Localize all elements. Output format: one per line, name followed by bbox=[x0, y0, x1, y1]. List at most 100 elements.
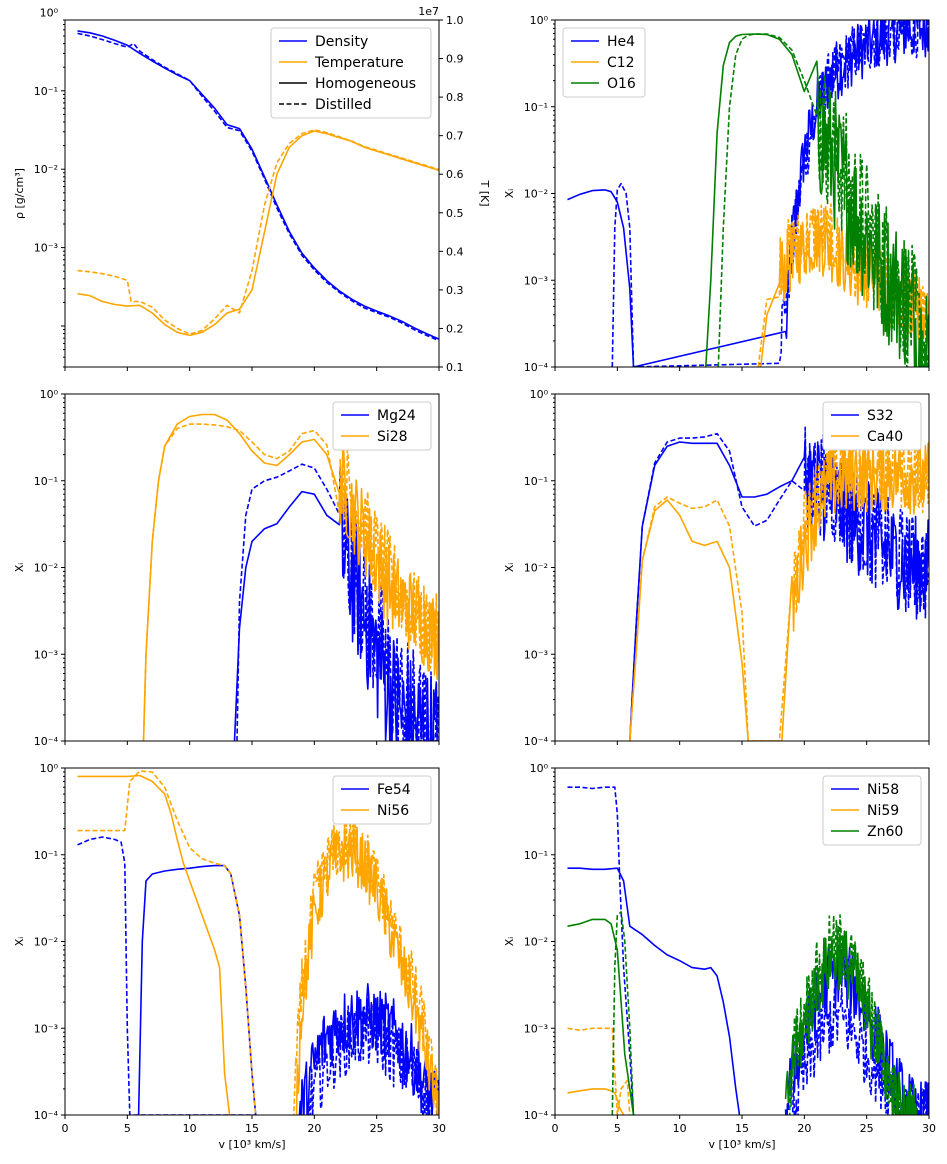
legend: S32 Ca40 bbox=[822, 401, 922, 451]
series-ni56-distilled-outer bbox=[293, 813, 439, 1115]
panels: 10⁻³ 10⁻² 10⁻¹ 10⁰ ρ [g/cm³] 0.1 0.2 0.3 0.4 0.5 0… bbox=[13, 5, 936, 1151]
x-tick-label: 20 bbox=[307, 1122, 321, 1135]
y-tick-label: 10⁻² bbox=[34, 163, 58, 176]
legend-label: S32 bbox=[867, 408, 894, 424]
legend-label: C12 bbox=[607, 55, 635, 71]
legend-label: Mg24 bbox=[377, 408, 416, 424]
panel-p1: 10⁻⁴ 10⁻³ 10⁻² 10⁻¹ 10⁰ Xᵢ He4 C12 O16 bbox=[503, 14, 930, 374]
legend-box bbox=[270, 27, 432, 119]
legend-box bbox=[332, 401, 432, 451]
series-fe54-homogeneous-outer bbox=[298, 983, 439, 1115]
legend: He4 C12 O16 bbox=[562, 27, 646, 98]
y-tick-label: 10⁻⁴ bbox=[524, 1109, 549, 1122]
series-group bbox=[567, 786, 929, 1115]
panel-p5: 0 5 10 15 20 25 30 v [10³ km/s] 10⁻⁴ 10⁻³ 10⁻² 10⁻¹… bbox=[503, 762, 936, 1151]
y-tick-label: 10⁻¹ bbox=[524, 475, 548, 488]
x-tick-label: 15 bbox=[735, 1122, 749, 1135]
legend-box bbox=[822, 401, 922, 451]
series-zn60-distilled-outer bbox=[788, 914, 905, 1115]
y-axis-label: ρ [g/cm³] bbox=[13, 168, 26, 219]
y-axis-label: Xᵢ bbox=[13, 563, 26, 573]
series-zn60-distilled bbox=[611, 911, 635, 1115]
series-group bbox=[77, 770, 439, 1115]
x-tick-label: 25 bbox=[370, 1122, 384, 1135]
series-o16-distilled bbox=[717, 33, 929, 367]
y-tick-label: 10⁰ bbox=[40, 6, 59, 19]
legend-label: Density bbox=[315, 34, 368, 50]
y-tick-label: 10⁻¹ bbox=[34, 85, 58, 98]
x-tick-label: 15 bbox=[245, 1122, 259, 1135]
y-tick-label: 10⁻² bbox=[34, 936, 58, 949]
x-tick-label: 10 bbox=[673, 1122, 687, 1135]
legend-label: Ca40 bbox=[867, 429, 903, 445]
x-axis-label: v [10³ km/s] bbox=[708, 1138, 775, 1151]
series-ni58-distilled bbox=[567, 786, 635, 1115]
y-tick-label: 10⁰ bbox=[40, 388, 59, 401]
legend: Density Temperature Homogeneous Distilled bbox=[270, 27, 432, 119]
y-tick-label: 10⁰ bbox=[530, 762, 549, 775]
y-axis-label: Xᵢ bbox=[13, 937, 26, 947]
x-tick-label: 20 bbox=[797, 1122, 811, 1135]
legend-label: Homogeneous bbox=[315, 76, 416, 92]
legend-label: O16 bbox=[607, 76, 636, 92]
y-tick-label: 10⁻³ bbox=[34, 242, 58, 255]
legend: Fe54 Ni56 bbox=[332, 775, 432, 825]
y-tick-label: 10⁻³ bbox=[34, 1022, 58, 1035]
legend-label: Ni59 bbox=[867, 803, 899, 819]
series-he4-distilled bbox=[611, 20, 929, 367]
legend-box bbox=[562, 27, 646, 98]
legend-label: Zn60 bbox=[867, 824, 903, 840]
y2-tick-label: 0.5 bbox=[446, 207, 464, 220]
series-zn60-homogeneous bbox=[567, 918, 635, 1115]
y-tick-label: 10⁻⁴ bbox=[524, 361, 549, 374]
panel-p0: 10⁻³ 10⁻² 10⁻¹ 10⁰ ρ [g/cm³] 0.1 0.2 0.3 0.4 0.5 0… bbox=[13, 5, 491, 374]
y-tick-label: 10⁻³ bbox=[524, 1022, 548, 1035]
y2-tick-label: 0.6 bbox=[446, 168, 464, 181]
legend-box bbox=[332, 775, 432, 825]
series-ni58-homogeneous bbox=[567, 867, 741, 1115]
y-tick-label: 10⁻⁴ bbox=[34, 735, 59, 748]
series-group bbox=[142, 413, 439, 741]
y2-axis-label: T [K] bbox=[478, 179, 491, 206]
series-ni58-distilled-outer bbox=[791, 986, 929, 1115]
y-tick-label: 10⁰ bbox=[40, 762, 59, 775]
series-ni59-homogeneous bbox=[567, 1088, 625, 1115]
y-tick-label: 10⁻¹ bbox=[34, 475, 58, 488]
series-ni56-distilled bbox=[77, 770, 257, 1115]
y-tick-label: 10⁻⁴ bbox=[524, 735, 549, 748]
y2-tick-label: 0.7 bbox=[446, 130, 464, 143]
x-tick-label: 10 bbox=[183, 1122, 197, 1135]
y-axis-label: Xᵢ bbox=[503, 189, 516, 199]
y2-tick-label: 0.3 bbox=[446, 284, 464, 297]
series-group bbox=[567, 20, 929, 367]
panel-p4: 0 5 10 15 20 25 30 v [10³ km/s] 10⁻⁴ 10⁻³ 10⁻² 10⁻¹… bbox=[13, 762, 446, 1151]
panel-p3: 10⁻⁴ 10⁻³ 10⁻² 10⁻¹ 10⁰ Xᵢ S32 Ca40 bbox=[503, 388, 930, 748]
x-axis-label: v [10³ km/s] bbox=[218, 1138, 285, 1151]
y-tick-label: 10⁻² bbox=[524, 562, 548, 575]
y2-tick-label: 0.8 bbox=[446, 91, 464, 104]
y-tick-label: 10⁻³ bbox=[34, 648, 58, 661]
series-ni56-homogeneous bbox=[77, 774, 231, 1115]
y-axis-label: Xᵢ bbox=[503, 563, 516, 573]
y-axis-label: Xᵢ bbox=[503, 937, 516, 947]
series-fe54-distilled-outer bbox=[307, 998, 439, 1115]
series-ni59-distilled bbox=[567, 1027, 631, 1115]
y-tick-label: 10⁻² bbox=[524, 188, 548, 201]
series-group bbox=[77, 30, 439, 342]
series-si28-distilled bbox=[142, 423, 439, 741]
panel-p2: 10⁻⁴ 10⁻³ 10⁻² 10⁻¹ 10⁰ Xᵢ Mg24 Si28 bbox=[13, 388, 440, 748]
legend-label: Ni56 bbox=[377, 803, 409, 819]
series-temperature-distilled bbox=[77, 129, 439, 335]
legend-box bbox=[822, 775, 922, 846]
y2-tick-label: 0.1 bbox=[446, 361, 464, 374]
y-tick-label: 10⁻¹ bbox=[524, 101, 548, 114]
x-tick-label: 5 bbox=[124, 1122, 131, 1135]
series-temperature-homogeneous bbox=[77, 130, 439, 337]
legend: Mg24 Si28 bbox=[332, 401, 432, 451]
y-tick-label: 10⁻¹ bbox=[34, 849, 58, 862]
y-tick-label: 10⁻³ bbox=[524, 274, 548, 287]
x-tick-label: 30 bbox=[432, 1122, 446, 1135]
y2-tick-label: 1.0 bbox=[446, 14, 464, 27]
